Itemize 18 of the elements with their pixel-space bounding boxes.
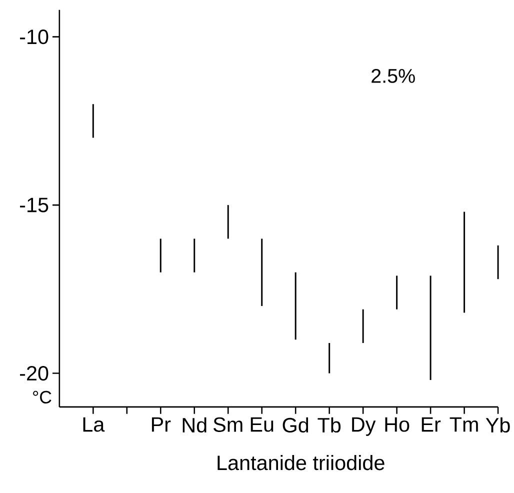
y-tick-label: -20 [20,366,48,381]
x-tick-label: Tb [318,417,341,433]
x-tick-label: Yb [486,417,510,433]
x-tick-label: Sm [214,417,242,432]
x-tick-label: La [83,417,105,432]
annotation: 2.5% [372,68,415,83]
y-tick-label: -15 [20,198,48,212]
x-tick-label: Pr [152,417,171,432]
x-tick-label: Ho [385,417,410,432]
x-tick-label: Dy [352,417,376,436]
y-axis-title: °C [33,390,52,404]
x-axis-title: Lantanide triiodide [218,454,384,470]
x-tick-label: Tm [450,417,478,432]
x-tick-label: Gd [282,417,308,433]
x-tick-label: Er [422,417,441,432]
x-tick-label: Nd [182,417,206,433]
y-tick-label: -10 [20,29,48,44]
x-tick-label: Eu [250,417,274,432]
